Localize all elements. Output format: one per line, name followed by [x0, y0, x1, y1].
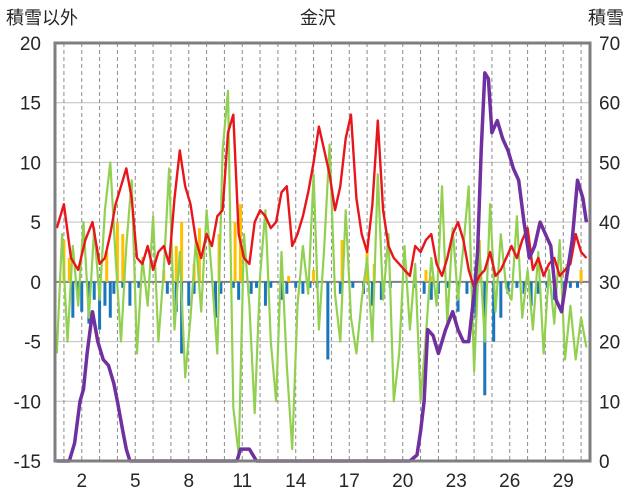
precip-bar: [263, 281, 267, 306]
precip-bar: [379, 281, 383, 300]
precip-bar: [187, 281, 191, 306]
sunshine-bar: [579, 269, 583, 282]
right-axis-ticks: 70 60 50 40 30 20 10 0: [599, 34, 620, 473]
right-tick-label: 50: [599, 153, 620, 174]
right-axis-label: 積雪: [588, 8, 624, 29]
x-tick-label: 5: [130, 471, 141, 492]
sunshine-bar: [121, 234, 125, 282]
precip-bar: [192, 281, 196, 294]
precip-bar: [529, 281, 533, 306]
precip-bar: [98, 281, 102, 330]
precip-bar: [351, 281, 355, 288]
left-tick-label: 20: [20, 34, 41, 55]
precip-bar: [285, 281, 289, 294]
precip-bar: [465, 281, 469, 294]
x-tick-label: 11: [232, 471, 252, 492]
x-tick-label: 8: [183, 471, 194, 492]
sunshine-bar: [340, 240, 344, 282]
precip-bar: [219, 281, 223, 294]
left-tick-label: -5: [24, 333, 41, 354]
precip-bar: [255, 281, 259, 288]
precip-bar: [108, 281, 112, 318]
precip-bar: [165, 281, 169, 294]
sunshine-bar: [424, 269, 428, 282]
x-tick-label: 14: [285, 471, 307, 492]
left-tick-label: 15: [20, 94, 41, 115]
right-tick-label: 10: [599, 392, 620, 413]
precip-bar: [499, 281, 503, 318]
precip-bar: [80, 281, 84, 312]
x-tick-label: 17: [339, 471, 360, 492]
chart-title: 金沢: [300, 8, 336, 29]
plot-frame: [53, 41, 592, 463]
precip-bar: [474, 281, 478, 318]
left-tick-label: 10: [20, 153, 41, 174]
precip-bar: [231, 281, 235, 288]
sunshine-bar: [233, 222, 237, 282]
right-tick-label: 70: [599, 34, 620, 55]
precip-bar: [429, 281, 433, 300]
precip-bar: [76, 281, 80, 294]
left-axis-ticks: 20 15 10 5 0 -5 -10 -15: [14, 34, 41, 473]
precip-bar: [214, 281, 217, 318]
precip-bar: [522, 281, 526, 294]
precip-bar: [279, 281, 283, 300]
precip-bar: [515, 281, 519, 288]
right-tick-label: 40: [599, 213, 620, 234]
precip-bar: [121, 281, 125, 288]
left-tick-label: 0: [30, 273, 41, 294]
precip-bar: [92, 281, 96, 300]
sunshine-bar: [174, 246, 178, 282]
precip-bar: [568, 281, 572, 288]
precip-bar: [294, 281, 298, 288]
precip-bar: [301, 281, 305, 294]
x-axis-ticks: 2 5 8 11 14 17 20 23 26 29: [76, 471, 573, 492]
precip-bar: [308, 281, 312, 288]
sunshine-bar: [312, 269, 316, 282]
sunshine-bar: [429, 275, 433, 282]
left-tick-label: -10: [14, 392, 41, 413]
sunshine-bar: [67, 257, 71, 282]
precip-bar: [422, 281, 426, 294]
precip-bar: [249, 281, 253, 294]
left-axis-label: 積雪以外: [6, 8, 78, 29]
precip-bar: [128, 281, 132, 306]
precip-bar: [561, 281, 565, 294]
x-tick-label: 2: [76, 471, 87, 492]
x-tick-label: 23: [446, 471, 467, 492]
sunshine-bar: [180, 222, 184, 282]
precip-bar: [326, 281, 330, 360]
left-tick-label: 5: [30, 213, 41, 234]
precip-bar: [338, 281, 342, 294]
precip-bar: [492, 281, 496, 342]
precip-bar: [237, 281, 241, 300]
left-tick-label: -15: [14, 452, 41, 473]
temperature-series-line: [55, 113, 588, 289]
precip-bar: [445, 281, 449, 288]
x-tick-label: 29: [553, 471, 574, 492]
precip-bar: [103, 281, 107, 306]
sunshine-bar: [115, 222, 119, 282]
right-tick-label: 0: [599, 452, 610, 473]
sunshine-bar: [287, 275, 291, 282]
right-tick-label: 30: [599, 273, 620, 294]
right-tick-label: 20: [599, 333, 620, 354]
precip-bar: [137, 281, 141, 288]
sunshine-bar: [105, 252, 109, 282]
x-tick-label: 26: [499, 471, 520, 492]
precip-bar: [112, 281, 116, 294]
precip-bar: [536, 281, 540, 294]
right-tick-label: 60: [599, 94, 620, 115]
precip-bar: [506, 281, 510, 294]
precip-bar: [71, 281, 75, 318]
precip-bar: [370, 281, 374, 306]
precip-bar: [576, 281, 580, 288]
x-tick-label: 20: [392, 471, 413, 492]
precip-bar: [269, 281, 273, 288]
snow-depth-series-line: [56, 71, 589, 463]
